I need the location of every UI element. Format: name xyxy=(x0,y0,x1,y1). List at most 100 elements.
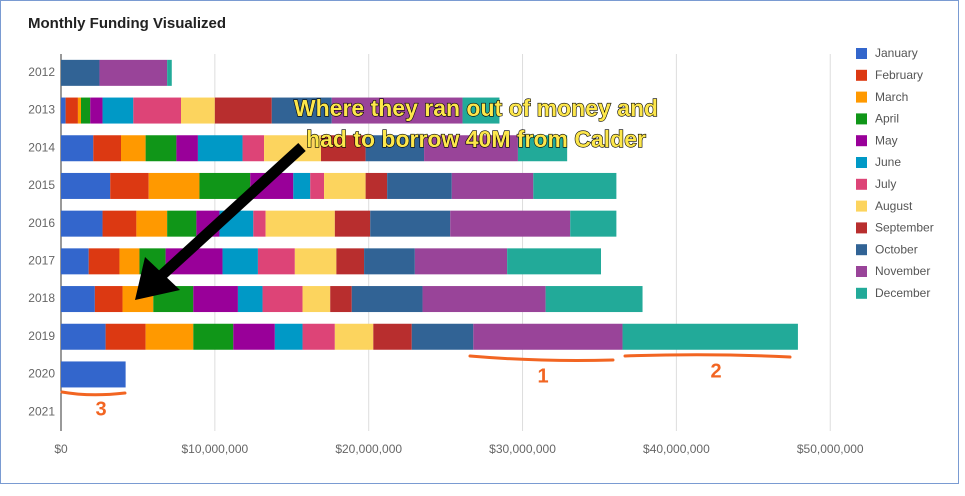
legend-label: November xyxy=(875,264,930,278)
annotation-text: Where they ran out of money and xyxy=(294,95,658,121)
bar-segment xyxy=(233,323,275,350)
bar-segment xyxy=(411,323,474,350)
bar-segment xyxy=(334,323,374,350)
x-tick-label: $50,000,000 xyxy=(797,442,864,456)
bar-segment xyxy=(370,210,451,237)
bar-segment xyxy=(222,248,258,275)
bar-segment xyxy=(193,286,238,313)
y-tick-label: 2014 xyxy=(28,140,55,154)
x-tick-label: $10,000,000 xyxy=(181,442,248,456)
legend-label: January xyxy=(875,46,918,60)
bar-segment xyxy=(65,97,78,124)
bar-segment xyxy=(105,323,146,350)
bar-segment xyxy=(365,135,425,162)
bar-segment xyxy=(77,97,81,124)
bar-segment xyxy=(93,135,121,162)
bar-segment xyxy=(61,361,126,388)
bar-segment xyxy=(310,172,325,199)
annotation-mark: 2 xyxy=(710,360,721,382)
bar-segment xyxy=(61,323,106,350)
bar-segment xyxy=(88,248,120,275)
bar-segment xyxy=(119,248,140,275)
legend-swatch xyxy=(856,48,867,59)
legend-swatch xyxy=(856,266,867,277)
y-tick-label: 2015 xyxy=(28,178,55,192)
bar-segment xyxy=(262,286,303,313)
bar-segment xyxy=(167,59,172,86)
bar-segment xyxy=(99,59,168,86)
legend-swatch xyxy=(856,244,867,256)
y-tick-label: 2012 xyxy=(28,65,55,79)
bar-segment xyxy=(193,323,234,350)
x-tick-label: $30,000,000 xyxy=(489,442,556,456)
legend-swatch xyxy=(856,91,867,103)
x-tick-label: $40,000,000 xyxy=(643,442,710,456)
arrow-head xyxy=(135,257,180,300)
legend-swatch xyxy=(856,200,867,212)
y-tick-label: 2016 xyxy=(28,216,55,230)
bar-segment xyxy=(145,135,177,162)
bar-segment xyxy=(450,210,571,237)
y-tick-label: 2013 xyxy=(28,103,55,117)
bar-segment xyxy=(507,248,601,275)
bar-segment xyxy=(253,210,266,237)
bar-segment xyxy=(167,210,197,237)
bar-segment xyxy=(102,210,137,237)
bar-segment xyxy=(330,286,352,313)
legend-label: June xyxy=(875,155,901,169)
x-tick-label: $20,000,000 xyxy=(335,442,402,456)
bar-segment xyxy=(61,59,100,86)
bar-segment xyxy=(373,323,412,350)
bar-segment xyxy=(451,172,534,199)
bar-segment xyxy=(545,286,643,313)
annotation-underline xyxy=(468,354,615,362)
bar-segment xyxy=(102,97,134,124)
bar-segment xyxy=(424,135,518,162)
chart-title: Monthly Funding Visualized xyxy=(28,15,226,32)
bar-segment xyxy=(365,172,388,199)
bar-segment xyxy=(334,210,371,237)
bar-segment xyxy=(302,323,335,350)
annotation-underline xyxy=(60,390,127,397)
bar-segment xyxy=(271,97,332,124)
legend-swatch xyxy=(856,222,867,234)
bar-segment xyxy=(61,286,95,313)
annotation-text: had to borrow 40M from Calder xyxy=(306,126,646,152)
bar-segment xyxy=(133,97,181,124)
y-tick-label: 2019 xyxy=(28,329,55,343)
bar-segment xyxy=(94,286,123,313)
bar-segment xyxy=(61,210,103,237)
bar-segment xyxy=(61,135,94,162)
bar-segment xyxy=(293,172,311,199)
y-tick-label: 2020 xyxy=(28,367,55,381)
legend-swatch xyxy=(856,178,867,190)
bar-segment xyxy=(517,135,568,162)
bar-segment xyxy=(473,323,623,350)
legend-label: September xyxy=(875,221,934,235)
x-tick-label: $0 xyxy=(54,442,68,456)
bar-segment xyxy=(214,97,272,124)
bar-segment xyxy=(121,135,146,162)
bar-segment xyxy=(422,286,546,313)
legend-label: December xyxy=(875,286,930,300)
bar-segment xyxy=(61,172,111,199)
y-tick-label: 2021 xyxy=(28,404,55,418)
bar-segment xyxy=(324,172,366,199)
legend-label: July xyxy=(875,177,896,191)
bar-segment xyxy=(570,210,617,237)
legend-label: August xyxy=(875,199,913,213)
legend-label: May xyxy=(875,133,898,147)
legend-swatch xyxy=(856,287,867,299)
legend-swatch xyxy=(856,113,867,125)
bar-segment xyxy=(148,172,200,199)
legend-label: February xyxy=(875,68,923,82)
legend-swatch xyxy=(856,135,867,147)
bar-segment xyxy=(265,210,335,237)
bar-segment xyxy=(622,323,798,350)
bar-segment xyxy=(242,135,265,162)
bar-segment xyxy=(364,248,415,275)
bar-segment xyxy=(351,286,423,313)
bar-segment xyxy=(90,97,103,124)
